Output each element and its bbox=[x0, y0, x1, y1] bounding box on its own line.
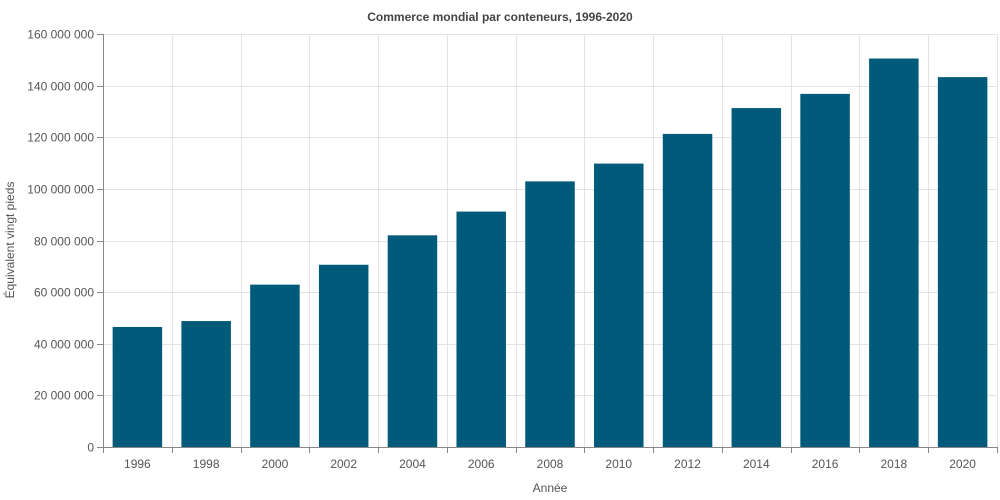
y-tick-label: 80 000 000 bbox=[34, 235, 94, 249]
x-tick-label: 1996 bbox=[124, 457, 151, 471]
x-tick-label: 2010 bbox=[605, 457, 632, 471]
bar-1996[interactable] bbox=[112, 326, 163, 447]
bar-layer bbox=[112, 58, 988, 448]
x-tick-label: 2004 bbox=[399, 457, 426, 471]
y-tick-label: 40 000 000 bbox=[34, 338, 94, 352]
grid-layer bbox=[103, 34, 998, 447]
y-tick-label: 100 000 000 bbox=[27, 183, 94, 197]
bar-2008[interactable] bbox=[525, 181, 575, 447]
bar-2018[interactable] bbox=[869, 58, 919, 447]
bar-1998[interactable] bbox=[181, 321, 231, 447]
bar-2006[interactable] bbox=[456, 211, 506, 447]
x-tick-label: 2012 bbox=[674, 457, 701, 471]
bar-2016[interactable] bbox=[800, 93, 850, 447]
y-axis-title: Équivalent vingt pieds bbox=[2, 182, 17, 299]
y-tick-label: 20 000 000 bbox=[34, 389, 94, 403]
x-tick-label: 2002 bbox=[330, 457, 357, 471]
x-tick-label: 2000 bbox=[262, 457, 289, 471]
x-axis-title: Année bbox=[533, 481, 568, 495]
axis-layer bbox=[97, 34, 998, 453]
x-tick-label: 2014 bbox=[743, 457, 770, 471]
bar-2020[interactable] bbox=[937, 77, 988, 447]
bar-2004[interactable] bbox=[387, 235, 438, 447]
chart-title: Commerce mondial par conteneurs, 1996-20… bbox=[367, 10, 633, 24]
x-tick-label: 2016 bbox=[812, 457, 839, 471]
x-tick-label: 2006 bbox=[468, 457, 495, 471]
x-tick-label: 1998 bbox=[193, 457, 220, 471]
x-tick-label: 2008 bbox=[537, 457, 564, 471]
y-tick-label: 120 000 000 bbox=[27, 131, 94, 145]
y-tick-label: 60 000 000 bbox=[34, 286, 94, 300]
y-tick-label: 160 000 000 bbox=[27, 28, 94, 42]
y-tick-label: 140 000 000 bbox=[27, 80, 94, 94]
bar-2012[interactable] bbox=[662, 133, 713, 447]
label-layer: 0 20 000 000 40 000 000 60 000 000 80 000 00… bbox=[27, 28, 976, 472]
bar-2002[interactable] bbox=[318, 264, 369, 447]
x-tick-label: 2018 bbox=[880, 457, 907, 471]
bar-2014[interactable] bbox=[731, 108, 782, 447]
x-tick-label: 2020 bbox=[949, 457, 976, 471]
y-tick-label: 0 bbox=[87, 441, 94, 455]
bar-2010[interactable] bbox=[594, 163, 644, 448]
bar-2000[interactable] bbox=[250, 284, 300, 447]
